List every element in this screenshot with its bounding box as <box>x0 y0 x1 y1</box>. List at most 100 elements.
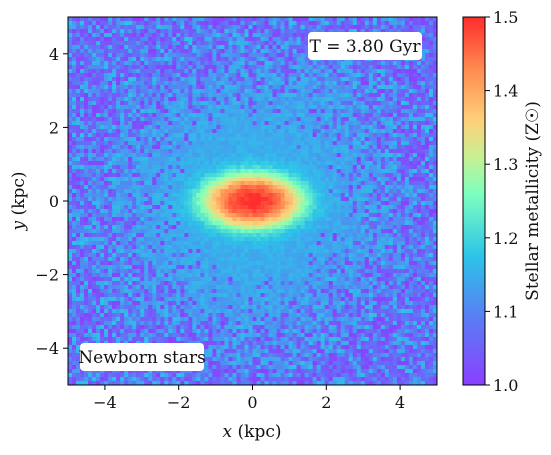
heatmap-cell <box>140 29 145 34</box>
heatmap-cell <box>148 201 153 206</box>
heatmap-cell <box>240 85 245 90</box>
heatmap-cell <box>120 197 125 202</box>
heatmap-cell <box>84 113 89 118</box>
heatmap-cell <box>272 113 277 118</box>
heatmap-cell <box>220 25 225 30</box>
heatmap-cell <box>176 129 181 134</box>
heatmap-cell <box>84 105 89 110</box>
heatmap-cell <box>164 205 169 210</box>
heatmap-cell <box>112 181 117 186</box>
heatmap-cell <box>148 333 153 338</box>
heatmap-cell <box>172 113 177 118</box>
heatmap-cell <box>152 313 157 318</box>
heatmap-cell <box>264 241 269 246</box>
heatmap-cell <box>72 25 77 30</box>
heatmap-cell <box>120 185 125 190</box>
heatmap-cell <box>100 61 105 66</box>
heatmap-cell <box>200 57 205 62</box>
heatmap-cell <box>280 289 285 294</box>
heatmap-cell <box>132 265 137 270</box>
heatmap-cell <box>76 281 81 286</box>
heatmap-cell <box>132 369 137 374</box>
heatmap-cell <box>116 317 121 322</box>
heatmap-cell <box>268 381 273 385</box>
heatmap-cell <box>92 181 97 186</box>
heatmap-cell <box>232 169 237 174</box>
heatmap-cell <box>224 281 229 286</box>
heatmap-cell <box>96 241 101 246</box>
heatmap-cell <box>132 249 137 254</box>
heatmap-cell <box>220 29 225 34</box>
heatmap-cell <box>184 101 189 106</box>
heatmap-cell <box>76 165 81 170</box>
heatmap-cell <box>176 309 181 314</box>
heatmap-cell <box>272 69 277 74</box>
heatmap-cell <box>236 209 241 214</box>
heatmap-cell <box>216 45 221 50</box>
heatmap-cell <box>184 253 189 258</box>
heatmap-cell <box>172 253 177 258</box>
heatmap-cell <box>252 325 257 330</box>
heatmap-cell <box>208 109 213 114</box>
heatmap-cell <box>200 377 205 382</box>
heatmap-cell <box>188 77 193 82</box>
heatmap-cell <box>220 297 225 302</box>
heatmap-cell <box>172 73 177 78</box>
heatmap-cell <box>176 113 181 118</box>
heatmap-cell <box>152 77 157 82</box>
heatmap-cell <box>272 325 277 330</box>
heatmap-cell <box>144 133 149 138</box>
heatmap-cell <box>244 209 249 214</box>
heatmap-cell <box>260 297 265 302</box>
heatmap-cell <box>244 21 249 26</box>
heatmap-cell <box>84 301 89 306</box>
heatmap-cell <box>148 57 153 62</box>
heatmap-cell <box>176 249 181 254</box>
heatmap-cell <box>244 277 249 282</box>
heatmap-cell <box>204 341 209 346</box>
heatmap-cell <box>116 173 121 178</box>
heatmap-cell <box>256 373 261 378</box>
heatmap-cell <box>72 29 77 34</box>
heatmap-cell <box>200 373 205 378</box>
heatmap-cell <box>252 217 257 222</box>
heatmap-cell <box>108 169 113 174</box>
heatmap-cell <box>80 133 85 138</box>
heatmap-cell <box>88 109 93 114</box>
heatmap-cell <box>172 337 177 342</box>
heatmap-cell <box>176 133 181 138</box>
heatmap-cell <box>104 153 109 158</box>
heatmap-cell <box>256 113 261 118</box>
heatmap-cell <box>180 33 185 38</box>
heatmap-cell <box>256 121 261 126</box>
heatmap-cell <box>160 269 165 274</box>
heatmap-cell <box>80 325 85 330</box>
heatmap-cell <box>192 373 197 378</box>
heatmap-cell <box>216 57 221 62</box>
heatmap-cell <box>100 57 105 62</box>
heatmap-cell <box>140 113 145 118</box>
heatmap-cell <box>80 205 85 210</box>
heatmap-cell <box>232 29 237 34</box>
heatmap-cell <box>248 377 253 382</box>
heatmap-cell <box>204 29 209 34</box>
heatmap-cell <box>100 205 105 210</box>
heatmap-cell <box>180 377 185 382</box>
heatmap-cell <box>136 173 141 178</box>
heatmap-cell <box>108 225 113 230</box>
heatmap-cell <box>72 41 77 46</box>
heatmap-cell <box>208 285 213 290</box>
heatmap-cell <box>268 153 273 158</box>
heatmap-cell <box>228 109 233 114</box>
heatmap-cell <box>80 321 85 326</box>
heatmap-cell <box>192 85 197 90</box>
heatmap-cell <box>204 57 209 62</box>
heatmap-cell <box>152 37 157 42</box>
heatmap-cell <box>124 209 129 214</box>
heatmap-cell <box>256 189 261 194</box>
heatmap-cell <box>240 377 245 382</box>
heatmap-cell <box>252 309 257 314</box>
heatmap-cell <box>160 141 165 146</box>
heatmap-cell <box>132 253 137 258</box>
heatmap-cell <box>232 129 237 134</box>
